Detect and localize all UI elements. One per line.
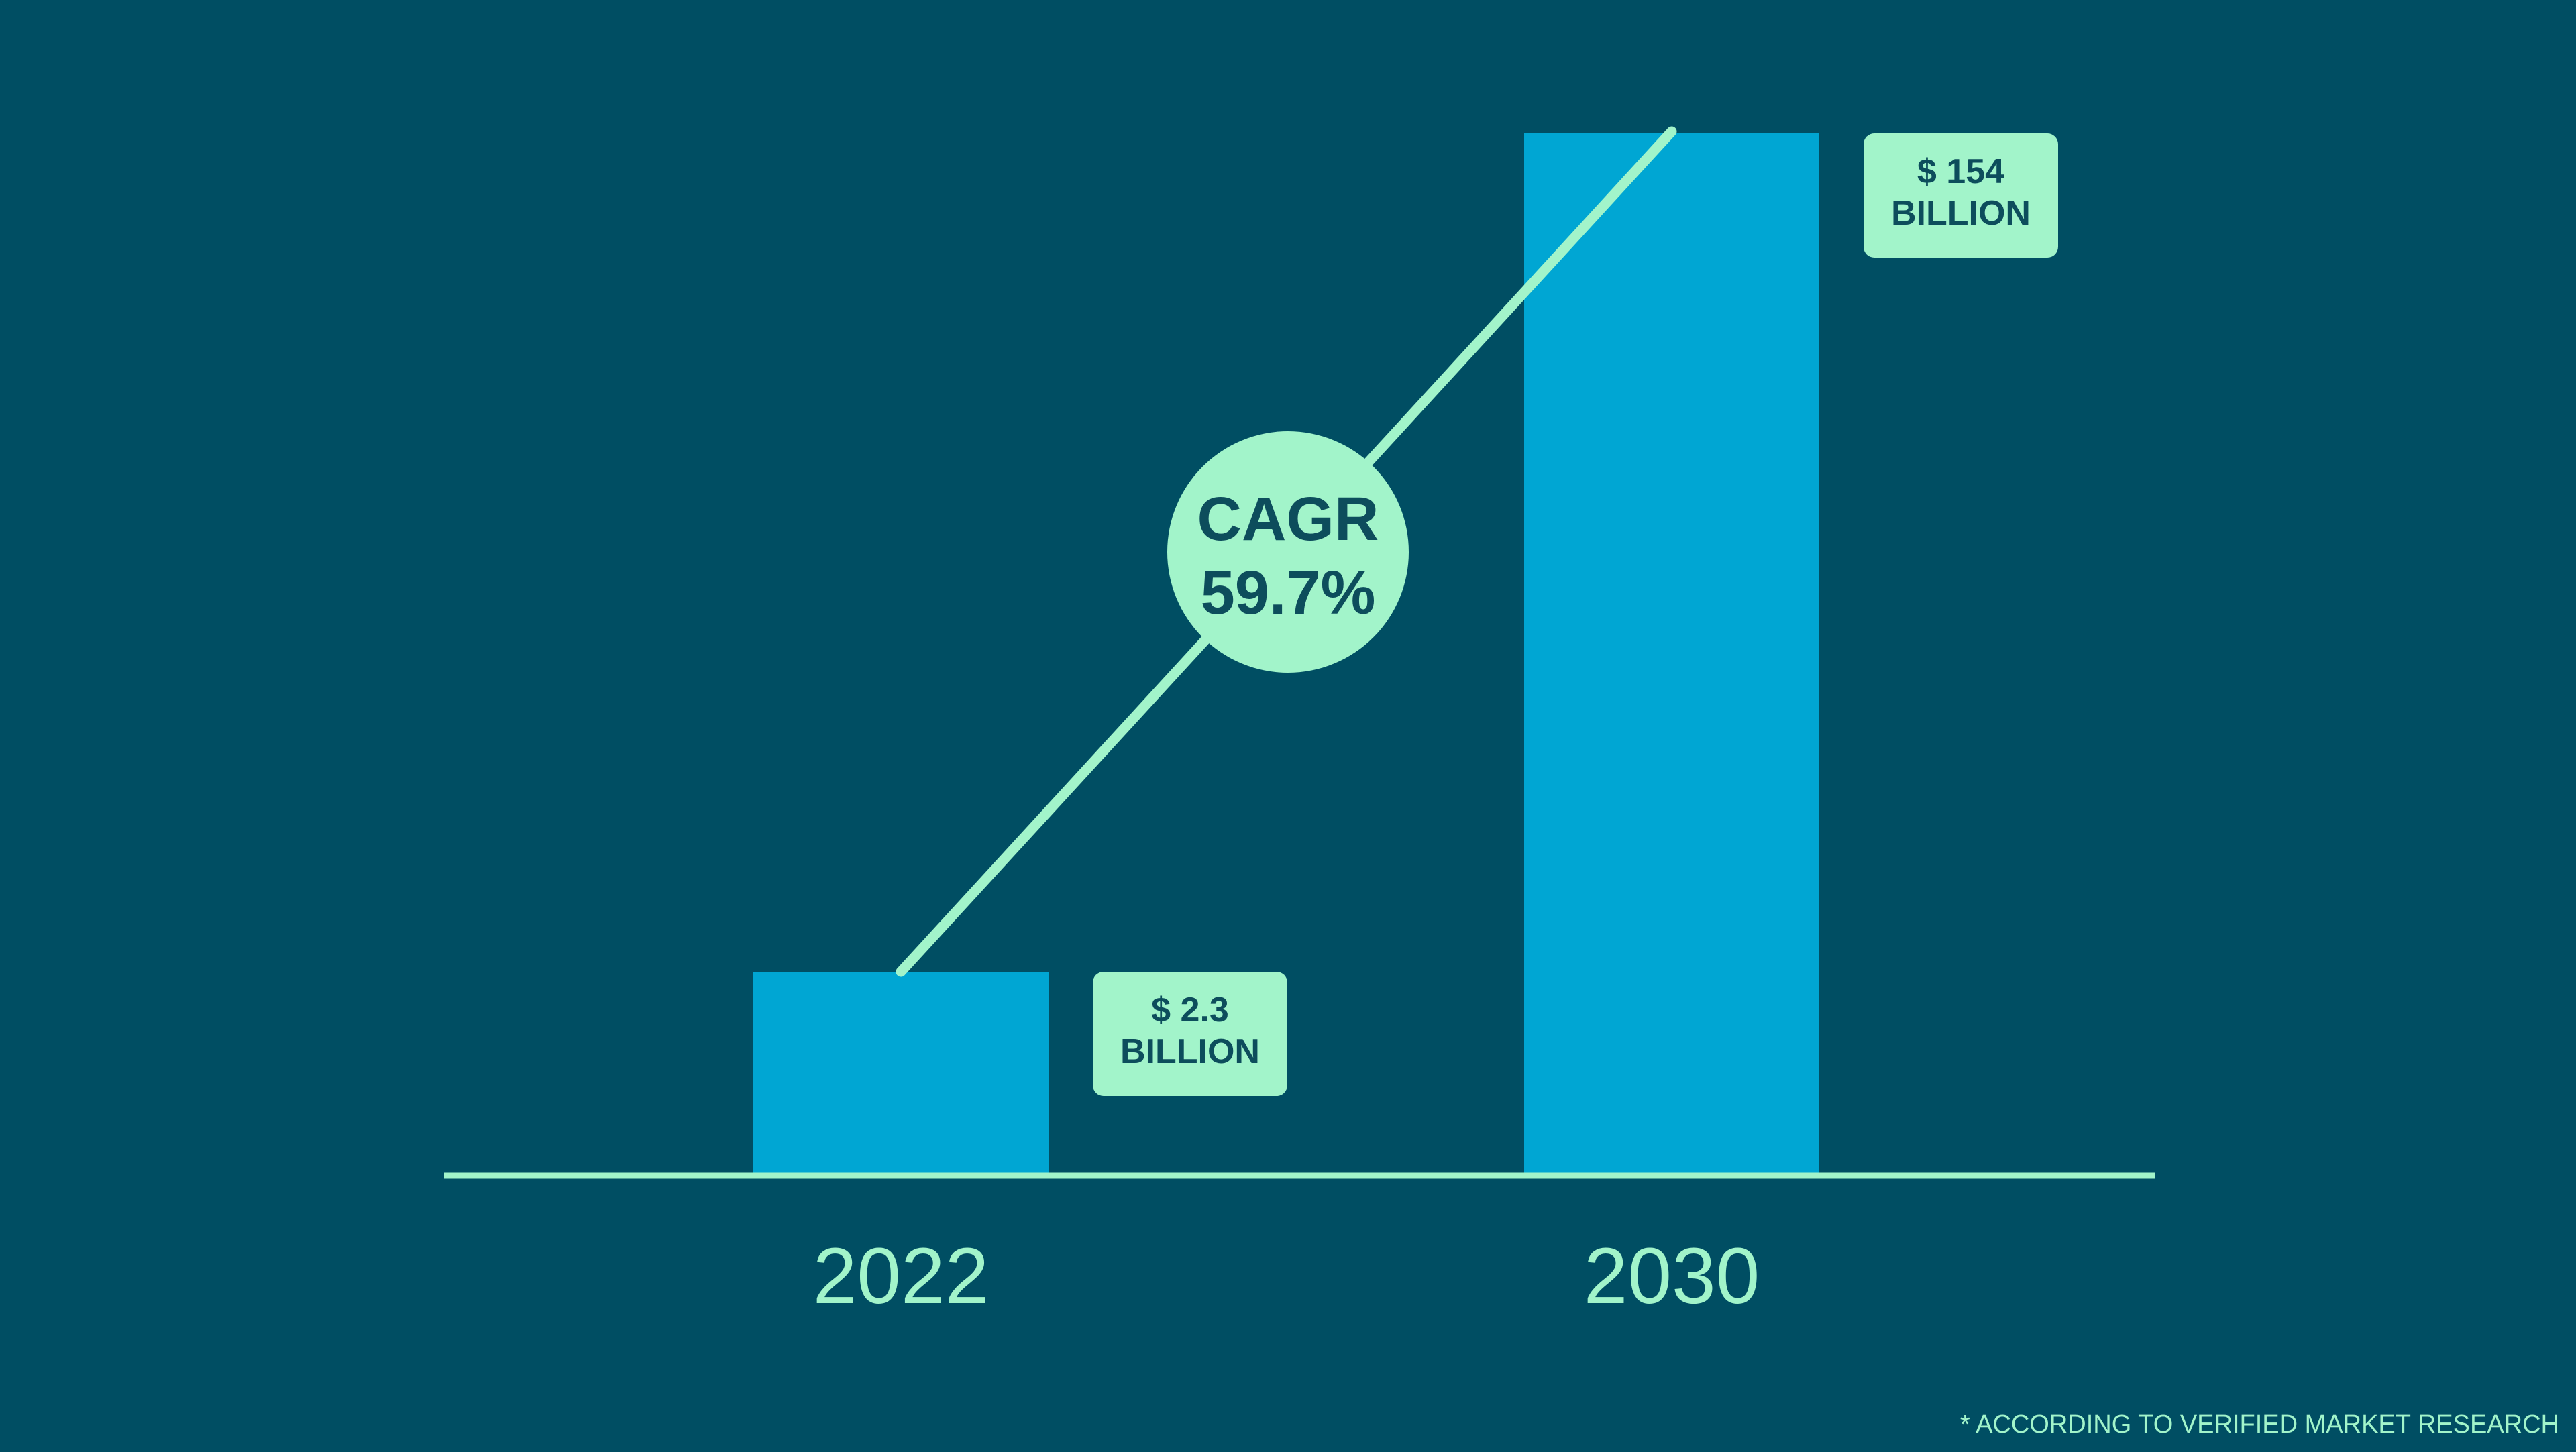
value-label-line: $ 2.3 bbox=[1151, 991, 1229, 1029]
cagr-label-value: 59.7% bbox=[1201, 559, 1376, 627]
value-label-line: $ 154 bbox=[1917, 152, 2004, 191]
cagr-label-title: CAGR bbox=[1197, 485, 1379, 553]
bar-2030 bbox=[1524, 133, 1819, 1173]
value-label-line: BILLION bbox=[1120, 1032, 1260, 1071]
x-tick-labels: 2022 2030 bbox=[813, 1232, 1760, 1321]
value-label-line: BILLION bbox=[1891, 194, 2031, 233]
x-tick-label-2030: 2030 bbox=[1584, 1232, 1760, 1321]
x-tick-label-2022: 2022 bbox=[813, 1232, 989, 1321]
bar-2022 bbox=[753, 972, 1049, 1173]
source-footnote: * ACCORDING TO VERIFIED MARKET RESEARCH bbox=[1960, 1410, 2559, 1439]
